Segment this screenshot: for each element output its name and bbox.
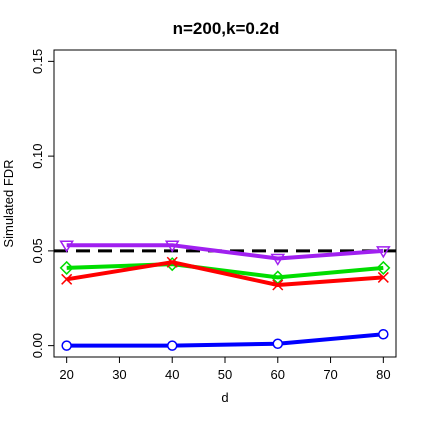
y-tick-label: 0.15 (30, 49, 45, 74)
x-tick-label: 80 (376, 367, 390, 382)
data-point (272, 338, 284, 349)
x-tick-label: 70 (323, 367, 337, 382)
x-tick-label: 20 (59, 367, 73, 382)
data-point (61, 273, 73, 285)
series-triangle-down (59, 240, 391, 266)
data-point (59, 240, 74, 253)
series-line (66, 243, 384, 261)
data-point (376, 246, 391, 259)
chart-title: n=200,k=0.2d (173, 19, 280, 38)
y-tick-label: 0.10 (30, 143, 45, 168)
data-point (166, 256, 178, 268)
data-point (61, 340, 72, 351)
data-point (59, 260, 74, 275)
series-circle (61, 329, 389, 351)
y-tick-label: 0.05 (30, 238, 45, 263)
data-point (166, 340, 178, 351)
x-tick-label: 30 (112, 367, 126, 382)
series-line (66, 332, 384, 348)
x-tick-label: 40 (165, 367, 179, 382)
data-point (376, 260, 391, 275)
x-axis: 20 30 40 50 60 70 80 (59, 357, 391, 382)
x-axis-title: d (221, 390, 228, 405)
x-tick-label: 50 (218, 367, 232, 382)
series-line (66, 260, 384, 287)
data-point (270, 253, 286, 266)
y-tick-label: 0.00 (30, 333, 45, 358)
x-tick-label: 60 (271, 367, 285, 382)
y-axis-title: Simulated FDR (1, 159, 16, 247)
data-point (272, 279, 284, 291)
data-point (378, 329, 389, 340)
data-point (164, 240, 180, 253)
y-axis: 0.00 0.05 0.10 0.15 (30, 49, 54, 358)
data-point (377, 271, 389, 283)
series-line (66, 262, 384, 280)
series-x (61, 256, 389, 291)
plot-frame (53, 49, 397, 358)
